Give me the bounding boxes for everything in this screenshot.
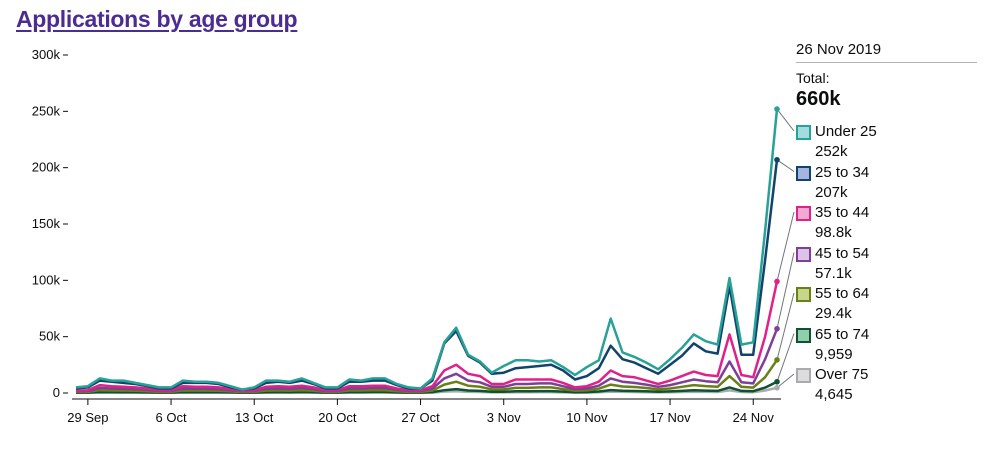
legend-connector bbox=[776, 292, 795, 360]
x-tick-label: 17 Nov bbox=[649, 410, 691, 425]
legend-value: 4,645 bbox=[815, 386, 853, 403]
legend-item: 45 to 54 57.1k bbox=[796, 244, 906, 284]
x-tick-label: 20 Oct bbox=[318, 410, 357, 425]
series-end-point bbox=[774, 357, 780, 363]
x-tick-label: 24 Nov bbox=[733, 410, 775, 425]
legend-item: 25 to 34 207k bbox=[796, 163, 906, 203]
y-tick-label: 200k bbox=[32, 160, 61, 175]
series-line-25-to-34 bbox=[75, 159, 779, 391]
legend-swatch bbox=[796, 287, 811, 302]
legend-swatch bbox=[796, 368, 811, 383]
y-tick-label: 300k bbox=[32, 47, 61, 62]
legend-label: 25 to 34 bbox=[815, 163, 870, 181]
y-tick-label: 50k bbox=[39, 329, 60, 344]
legend-label: Under 25 bbox=[815, 123, 877, 140]
legend-item: Over 75 4,645 bbox=[796, 365, 906, 405]
series-end-point bbox=[774, 278, 780, 285]
series-end-point bbox=[774, 156, 780, 163]
series-line-35-to-44 bbox=[75, 281, 779, 392]
legend-item: Under 25 252k bbox=[796, 122, 906, 162]
tooltip-total-label: Total: bbox=[796, 70, 830, 86]
legend-label: 55 to 64 bbox=[815, 285, 870, 302]
y-tick-label: 0 bbox=[53, 385, 60, 400]
legend-swatch bbox=[796, 165, 811, 181]
legend-item: 35 to 44 98.8k bbox=[796, 203, 906, 243]
series-end-point bbox=[774, 384, 780, 391]
x-tick-label: 6 Oct bbox=[156, 410, 187, 425]
legend-connector bbox=[776, 108, 795, 132]
series-line-45-to-54 bbox=[75, 328, 779, 393]
legend-label: Over 75 bbox=[815, 366, 869, 383]
series-lines bbox=[75, 108, 779, 395]
legend-value: 29.4k bbox=[815, 305, 852, 322]
legend-label: 45 to 54 bbox=[815, 244, 870, 262]
legend-label: 65 to 74 bbox=[815, 325, 870, 343]
legend-item: 55 to 64 29.4k bbox=[796, 284, 906, 324]
legend-value: 207k bbox=[815, 183, 848, 201]
series-end-point bbox=[774, 378, 780, 385]
series-line-55-to-64 bbox=[75, 359, 779, 394]
series-end-point bbox=[774, 325, 780, 332]
tooltip-date: 26 Nov 2019 bbox=[796, 40, 977, 63]
y-tick-label: 250k bbox=[32, 103, 61, 118]
series-end-point bbox=[774, 106, 780, 112]
tooltip-panel: 26 Nov 2019 Total: 660k bbox=[796, 40, 977, 111]
legend-swatch bbox=[796, 125, 811, 140]
tooltip-total-value: 660k bbox=[796, 88, 841, 110]
legend-connector bbox=[776, 159, 795, 172]
legend-swatch bbox=[796, 327, 811, 343]
legend-swatch bbox=[796, 206, 811, 221]
series-line-under-25 bbox=[75, 108, 779, 391]
x-tick-label: 27 Oct bbox=[401, 410, 440, 425]
legend-value: 98.8k bbox=[815, 224, 852, 241]
legend-value: 9,959 bbox=[815, 345, 853, 363]
legend-connectors bbox=[774, 106, 795, 391]
y-tick-label: 150k bbox=[32, 216, 61, 231]
legend-value: 57.1k bbox=[815, 264, 852, 282]
legend-connector bbox=[776, 211, 795, 282]
legend-connector bbox=[776, 333, 795, 382]
legend-connector bbox=[776, 373, 795, 389]
x-tick-label: 29 Sep bbox=[67, 410, 108, 425]
x-tick-label: 10 Nov bbox=[566, 410, 608, 425]
y-tick-label: 100k bbox=[32, 272, 61, 287]
x-axis: 29 Sep 6 Oct 13 Oct 20 Oct 27 Oct 3 Nov 10 Nov… bbox=[67, 398, 781, 425]
x-tick-label: 13 Oct bbox=[235, 410, 274, 425]
legend-swatch bbox=[796, 246, 811, 262]
legend-value: 252k bbox=[815, 143, 848, 160]
legend-label: 35 to 44 bbox=[815, 204, 870, 221]
legend-item: 65 to 74 9,959 bbox=[796, 325, 906, 365]
y-axis: 0 50k 100k 150k 200k 250k 300k bbox=[32, 47, 68, 400]
chart-title-link[interactable]: Applications by age group bbox=[16, 6, 298, 32]
x-tick-label: 3 Nov bbox=[487, 410, 521, 425]
legend-connector bbox=[776, 252, 795, 329]
